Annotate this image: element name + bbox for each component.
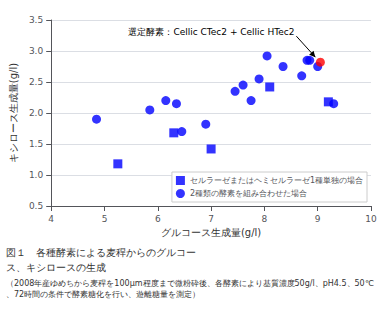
svg-text:ス、キシロースの生成: ス、キシロースの生成 <box>6 262 106 273</box>
svg-text:グルコース生成量(g/l): グルコース生成量(g/l) <box>161 227 261 238</box>
svg-text:9: 9 <box>315 214 321 224</box>
svg-text:選定酵素：Cellic CTec2 + Cellic HTe: 選定酵素：Cellic CTec2 + Cellic HTec2 <box>128 27 294 37</box>
svg-text:セルラーゼまたはヘミセルラーゼ1種単独の場合: セルラーゼまたはヘミセルラーゼ1種単独の場合 <box>190 176 363 185</box>
svg-text:6: 6 <box>155 214 161 224</box>
svg-text:2.5: 2.5 <box>29 77 43 87</box>
svg-text:7: 7 <box>208 214 214 224</box>
svg-text:4: 4 <box>48 214 54 224</box>
svg-text:0.5: 0.5 <box>29 201 43 211</box>
svg-text:3.5: 3.5 <box>29 15 43 25</box>
svg-text:8: 8 <box>262 214 268 224</box>
svg-text:（2008年産ゆめちから麦稈を100μm程度まで微粉砕後、各: （2008年産ゆめちから麦稈を100μm程度まで微粉砕後、各酵素により基質濃度5… <box>6 279 374 288</box>
svg-text:1.5: 1.5 <box>29 139 43 149</box>
svg-text:3.0: 3.0 <box>29 46 44 56</box>
svg-text:5: 5 <box>102 214 108 224</box>
svg-text:2.0: 2.0 <box>29 108 44 118</box>
svg-text:1.0: 1.0 <box>29 170 44 180</box>
svg-text:2種類の酵素を組み合わせた場合: 2種類の酵素を組み合わせた場合 <box>190 189 307 198</box>
svg-text:キシロース生成量(g/l): キシロース生成量(g/l) <box>8 63 19 163</box>
svg-text:10: 10 <box>365 214 377 224</box>
svg-text:、72時間の条件で酵素糖化を行い、遊離糖量を測定）: 、72時間の条件で酵素糖化を行い、遊離糖量を測定） <box>6 290 200 299</box>
svg-text:図１ 各種酵素による麦稈からのグルコー: 図１ 各種酵素による麦稈からのグルコー <box>6 247 196 258</box>
